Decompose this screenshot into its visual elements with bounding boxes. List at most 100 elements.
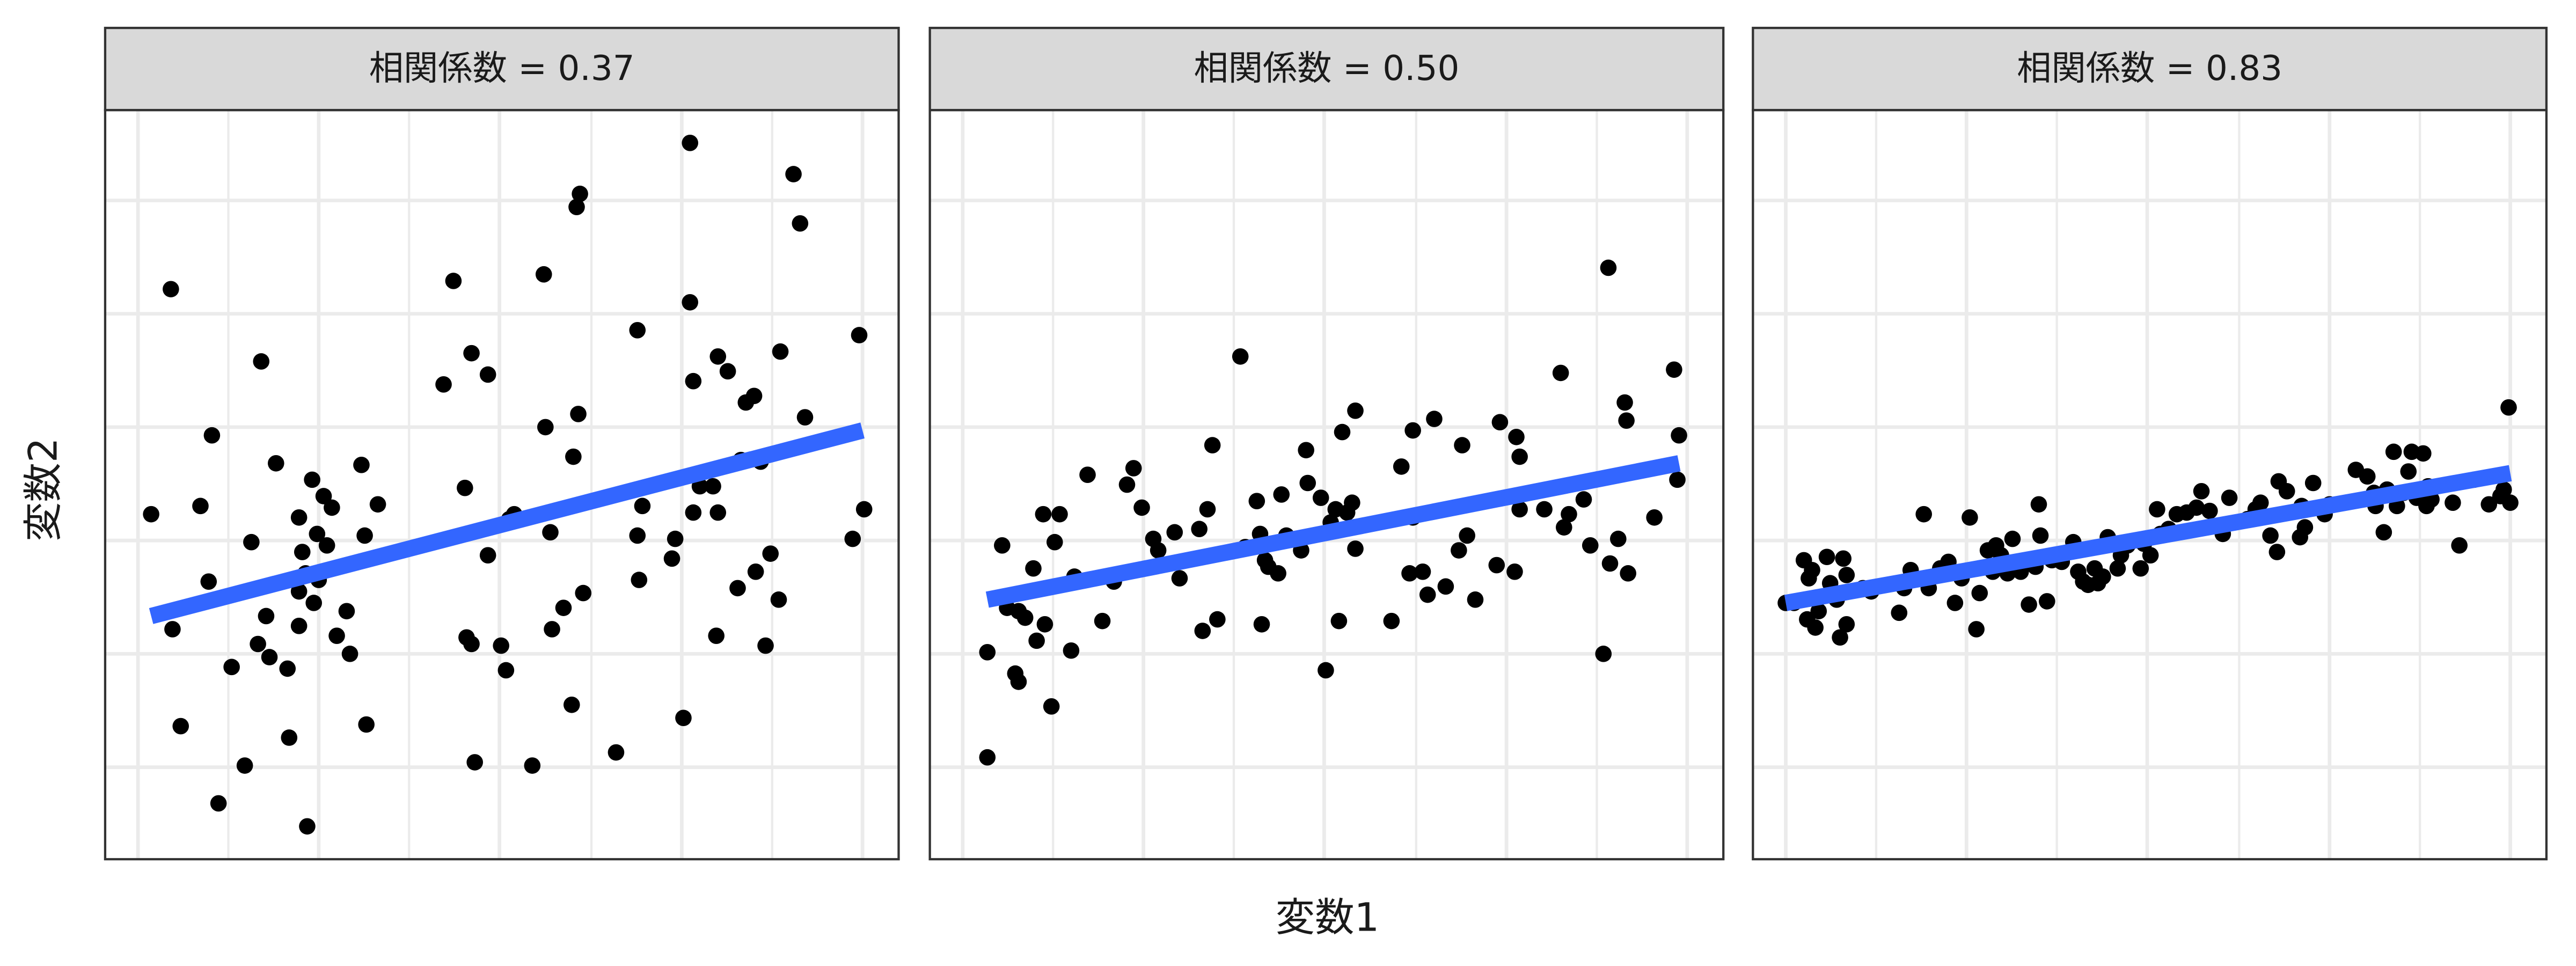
point — [497, 662, 515, 679]
point — [1915, 506, 1932, 523]
point — [1508, 428, 1525, 445]
fit-line — [985, 455, 1681, 608]
point — [1838, 616, 1855, 633]
point — [2451, 537, 2468, 554]
point — [535, 266, 552, 283]
point — [1248, 493, 1265, 509]
point — [294, 544, 311, 560]
point — [281, 729, 298, 746]
point — [675, 709, 692, 727]
point — [143, 506, 159, 523]
point — [608, 744, 625, 761]
point — [542, 524, 559, 541]
point — [356, 527, 373, 544]
point — [304, 471, 320, 488]
point — [324, 499, 340, 516]
point — [1194, 623, 1211, 639]
point — [1028, 632, 1045, 649]
point — [844, 530, 861, 547]
point — [1347, 540, 1364, 557]
point — [1488, 557, 1505, 574]
point — [236, 757, 253, 774]
point — [1620, 565, 1636, 582]
strip — [928, 26, 1725, 112]
point — [663, 550, 680, 567]
point — [290, 509, 308, 526]
point — [435, 376, 452, 393]
point — [537, 419, 554, 436]
point — [1962, 509, 1978, 526]
point — [1199, 501, 1216, 518]
point — [994, 537, 1011, 554]
point — [2188, 499, 2205, 516]
point — [564, 696, 580, 713]
point — [2221, 489, 2238, 506]
point — [855, 501, 873, 518]
point — [524, 757, 541, 774]
point — [631, 572, 648, 588]
point — [1616, 394, 1633, 411]
point — [1891, 604, 1908, 621]
point — [709, 348, 727, 365]
point — [1511, 448, 1528, 465]
point — [2021, 596, 2037, 613]
point — [575, 584, 592, 602]
point — [544, 621, 560, 638]
point — [1835, 550, 1851, 567]
point — [1419, 586, 1436, 603]
point — [2500, 399, 2517, 416]
point — [1051, 506, 1068, 523]
point — [445, 273, 462, 289]
point — [2296, 519, 2314, 536]
point — [1404, 422, 1421, 439]
point — [353, 457, 370, 473]
point — [253, 353, 270, 370]
point — [796, 409, 814, 426]
point — [2193, 483, 2210, 500]
point — [463, 345, 480, 362]
point — [1818, 548, 1835, 566]
point — [568, 199, 585, 216]
point — [1467, 591, 1484, 608]
point — [338, 603, 355, 620]
point — [1437, 578, 1454, 595]
point — [570, 406, 587, 422]
panel: 相関係数 = 0.50 — [928, 26, 1725, 861]
point — [772, 343, 789, 360]
point — [1312, 489, 1329, 506]
point — [1671, 427, 1687, 444]
point — [1166, 524, 1183, 541]
x-axis-label: 変数1 — [1276, 895, 1380, 940]
point — [572, 185, 588, 202]
point — [163, 281, 179, 298]
point — [685, 372, 702, 390]
point — [309, 525, 326, 543]
point — [2385, 443, 2402, 460]
point — [299, 818, 316, 835]
point — [457, 479, 473, 496]
point — [785, 166, 802, 182]
point — [1832, 629, 1848, 646]
point — [1414, 564, 1431, 580]
point — [1204, 437, 1221, 453]
point — [305, 595, 322, 611]
point — [2252, 494, 2269, 511]
point — [1838, 567, 1855, 583]
point — [1426, 411, 1443, 427]
point — [250, 635, 266, 653]
point — [2030, 496, 2047, 513]
point — [708, 627, 724, 644]
point — [318, 537, 335, 554]
panel-title: 相関係数 = 0.50 — [1194, 48, 1460, 89]
point — [1506, 564, 1523, 580]
point — [745, 387, 763, 405]
point — [1209, 611, 1226, 628]
point — [358, 716, 375, 733]
point — [328, 627, 345, 644]
point — [555, 599, 572, 616]
point — [1810, 603, 1827, 620]
point — [1079, 466, 1096, 483]
point — [1150, 542, 1167, 559]
